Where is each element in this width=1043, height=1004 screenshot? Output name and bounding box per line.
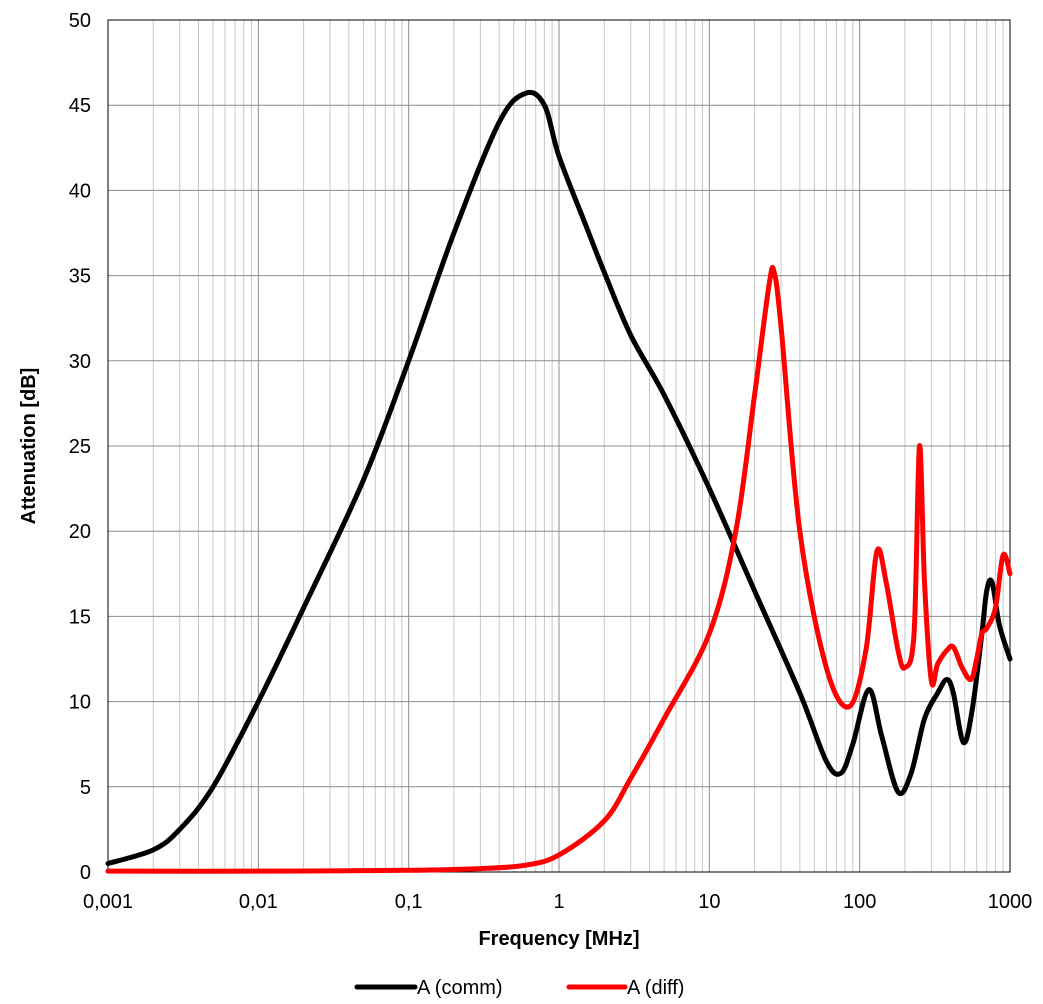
- y-tick-label: 10: [69, 692, 91, 714]
- legend-label-diff: A (diff): [627, 977, 684, 999]
- y-tick-label: 45: [69, 95, 91, 117]
- x-tick-label: 0,01: [239, 891, 278, 913]
- legend: A (comm) A (diff): [354, 977, 684, 999]
- legend-label-comm: A (comm): [417, 977, 503, 999]
- y-tick-label: 20: [69, 521, 91, 543]
- series-line-comm: [105, 89, 1013, 866]
- y-tick-label: 40: [69, 180, 91, 202]
- y-tick-labels: 0 5 10 15 20 25 30 35 40 45 50: [69, 10, 91, 884]
- y-axis-title: Attenuation [dB]: [18, 368, 40, 525]
- x-tick-label: 10: [698, 891, 720, 913]
- x-tick-labels: 0,001 0,01 0,1 1 10 100 1000: [83, 891, 1032, 913]
- x-tick-label: 1: [553, 891, 564, 913]
- series-layer: [105, 89, 1013, 874]
- y-tick-label: 15: [69, 606, 91, 628]
- x-tick-label: 0,1: [395, 891, 423, 913]
- y-tick-label: 25: [69, 436, 91, 458]
- y-tick-label: 5: [80, 777, 91, 799]
- y-tick-label: 0: [80, 862, 91, 884]
- x-axis-title: Frequency [MHz]: [478, 928, 639, 950]
- legend-item-diff: A (diff): [566, 977, 684, 999]
- legend-item-comm: A (comm): [354, 977, 503, 999]
- y-tick-label: 30: [69, 351, 91, 373]
- x-tick-label: 1000: [988, 891, 1033, 913]
- series-line-diff: [105, 264, 1013, 874]
- x-tick-label: 0,001: [83, 891, 133, 913]
- y-tick-label: 35: [69, 266, 91, 288]
- plot-border: [107, 19, 1011, 873]
- x-tick-label: 100: [843, 891, 876, 913]
- y-tick-label: 50: [69, 10, 91, 32]
